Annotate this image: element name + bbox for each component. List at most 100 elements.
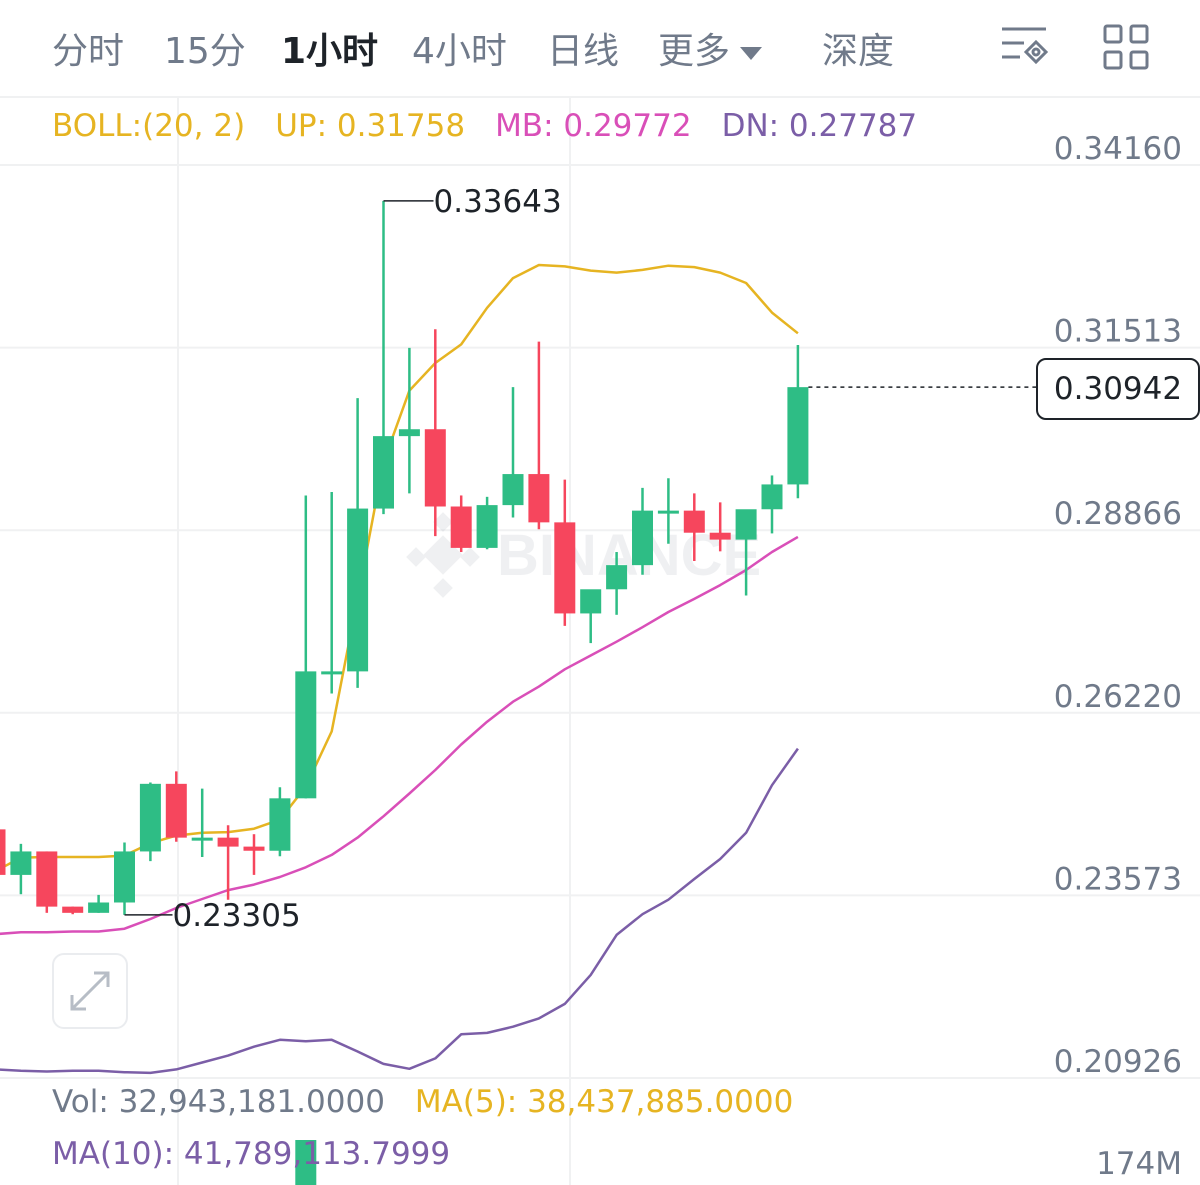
tab-daily[interactable]: 日线	[547, 31, 620, 72]
y-tick-label: 0.20926	[1054, 1044, 1182, 1080]
candle	[321, 492, 343, 694]
candle-body	[373, 436, 394, 509]
y-tick-label: 0.23573	[1054, 861, 1182, 897]
candle-body	[321, 671, 343, 675]
volume-ma10: MA(10): 41,789,113.7999	[52, 1136, 451, 1172]
candle	[347, 398, 369, 688]
grid-lines	[0, 98, 1200, 1185]
y-tick-label: 0.31513	[1054, 314, 1182, 350]
volume-max-label: 174M	[1096, 1146, 1182, 1182]
candle	[295, 495, 317, 799]
tab-more[interactable]: 更多	[658, 22, 763, 74]
candle	[0, 829, 6, 875]
bollinger-bands	[0, 263, 799, 1075]
grid-layout-icon[interactable]	[1103, 24, 1149, 70]
tab-4h[interactable]: 4小时	[412, 31, 507, 72]
candle	[165, 771, 187, 842]
high-label: 0.33643	[434, 184, 562, 220]
candle	[424, 329, 446, 537]
boll-dn-line	[0, 747, 799, 1075]
candle-body	[787, 387, 809, 485]
y-tick-label: 0.26220	[1054, 679, 1182, 715]
candle-body	[657, 510, 679, 514]
candle-body	[347, 508, 369, 672]
volume-value: Vol: 32,943,181.0000	[52, 1084, 385, 1120]
candle	[554, 479, 576, 626]
candle	[657, 478, 679, 544]
candle	[528, 341, 550, 530]
candle	[62, 906, 84, 915]
candle	[735, 509, 757, 596]
candle	[632, 487, 653, 575]
candle	[88, 894, 110, 913]
boll-dn-value: DN: 0.27787	[721, 108, 918, 144]
candle	[373, 200, 394, 515]
boll-mb-line	[0, 535, 799, 936]
candle-body	[476, 505, 498, 548]
candle-body	[502, 474, 524, 506]
boll-up-value: UP: 0.31758	[275, 108, 466, 144]
candle-body	[761, 484, 783, 510]
candle-body	[709, 532, 731, 540]
candle-body	[528, 474, 550, 523]
chart-settings-icon[interactable]	[1000, 24, 1050, 70]
candle	[217, 825, 239, 900]
candle-body	[398, 429, 420, 437]
candles	[0, 200, 809, 915]
candle	[139, 782, 161, 862]
candle	[450, 495, 472, 553]
candle	[502, 387, 524, 518]
candle-body	[10, 851, 32, 875]
tab-more-label: 更多	[658, 31, 731, 72]
y-tick-label: 0.28866	[1054, 496, 1182, 532]
candle-body	[88, 902, 110, 913]
candle-body	[165, 783, 187, 838]
candle-body	[36, 851, 58, 907]
candle-body	[580, 589, 602, 614]
candle	[476, 496, 498, 550]
volume-legend-ma10: MA(10): 41,789,113.7999	[52, 1136, 450, 1172]
candle	[580, 589, 602, 644]
extreme-markers: 0.33643 0.23305	[124, 184, 562, 934]
candle-body	[191, 837, 213, 841]
candle-body	[217, 837, 239, 847]
candle-body	[139, 783, 161, 852]
volume-ma5: MA(5): 38,437,885.0000	[414, 1084, 794, 1120]
tab-15m[interactable]: 15分	[164, 31, 246, 72]
candle-body	[295, 671, 317, 799]
candle	[683, 493, 705, 561]
candle-body	[62, 906, 84, 913]
candle-body	[114, 851, 135, 903]
candle-body	[632, 510, 653, 566]
y-axis: 0.34160 0.31513 0.28866 0.26220 0.23573 0.209…	[1054, 131, 1182, 1080]
expand-icon	[70, 971, 110, 1011]
candle-body	[554, 522, 576, 614]
candle	[243, 834, 265, 875]
candle	[191, 788, 213, 857]
boll-mb-value: MB: 0.29772	[495, 108, 692, 144]
boll-legend: BOLL:(20, 2) UP: 0.31758 MB: 0.29772 DN: 0.…	[52, 108, 947, 144]
candle	[269, 787, 291, 857]
volume-bar	[295, 1140, 317, 1185]
candle-body	[683, 510, 705, 533]
candle	[709, 502, 731, 552]
candle-body	[735, 509, 757, 540]
boll-params: BOLL:(20, 2)	[52, 108, 246, 144]
candle	[36, 851, 58, 913]
candle-body	[243, 846, 265, 851]
tab-1h[interactable]: 1小时	[281, 31, 379, 72]
candle	[787, 345, 809, 499]
low-label: 0.23305	[173, 898, 301, 934]
candle	[10, 843, 32, 895]
candle-body	[450, 506, 472, 548]
last-price-tag: 0.30942	[1036, 358, 1200, 420]
candle-body	[269, 798, 291, 851]
fullscreen-button[interactable]	[52, 953, 128, 1029]
volume-legend: Vol: 32,943,181.0000 MA(5): 38,437,885.00…	[52, 1084, 793, 1120]
candle	[761, 475, 783, 534]
chevron-down-icon	[740, 46, 763, 60]
candle	[398, 347, 420, 494]
tab-depth[interactable]: 深度	[822, 31, 895, 72]
tab-time-share[interactable]: 分时	[52, 31, 125, 72]
